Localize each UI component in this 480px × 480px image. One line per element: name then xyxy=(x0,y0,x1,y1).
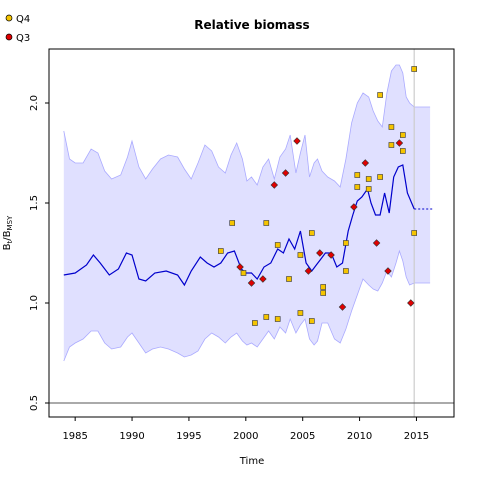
q4-point xyxy=(308,318,315,324)
q4-point xyxy=(365,186,372,192)
q4-point xyxy=(411,66,418,72)
q3-point xyxy=(270,181,279,189)
q4-point xyxy=(343,268,349,274)
q3-point xyxy=(259,275,267,283)
q4-point xyxy=(411,230,418,236)
y-axis-title-msy: MSY xyxy=(6,215,14,230)
q4-point xyxy=(399,132,406,138)
y-axis-title-b: B xyxy=(2,243,13,250)
q3-point xyxy=(395,139,404,147)
q4-point xyxy=(297,252,304,258)
q4-point xyxy=(263,220,270,226)
x-tick-label: 1985 xyxy=(62,431,87,442)
q3-point xyxy=(304,267,313,275)
q3-point xyxy=(293,137,301,145)
q4-point xyxy=(274,316,281,322)
legend-label-q4: Q4 xyxy=(16,14,30,25)
q4-point xyxy=(377,174,383,180)
q4-point xyxy=(218,248,224,254)
plot-frame xyxy=(48,48,455,418)
y-axis-title-slash: /B xyxy=(2,230,13,240)
y-tick-label: 1.5 xyxy=(29,195,40,211)
q3-point xyxy=(327,251,335,259)
q3-point xyxy=(361,159,370,167)
q4-point xyxy=(297,310,304,316)
q4-point xyxy=(274,242,281,248)
legend: Q4 Q3 xyxy=(5,14,30,44)
x-axis: 1985 1990 1995 2000 2005 2010 2015 xyxy=(62,417,429,442)
x-tick-label: 2010 xyxy=(347,431,372,442)
q3-point xyxy=(281,169,290,177)
legend-marker-q4 xyxy=(5,14,13,22)
q4-point xyxy=(354,172,361,178)
x-tick-label: 2015 xyxy=(404,431,429,442)
x-tick-label: 1995 xyxy=(176,431,201,442)
q4-point xyxy=(286,276,292,282)
legend-marker-q3 xyxy=(5,33,13,41)
y-tick-label: 1.0 xyxy=(29,295,40,311)
q4-point xyxy=(320,284,327,290)
median-line xyxy=(63,164,415,287)
y-axis-title-t: t xyxy=(6,240,14,243)
x-tick-label: 2000 xyxy=(233,431,258,442)
legend-label-q3: Q3 xyxy=(16,33,30,44)
q3-point xyxy=(372,239,381,247)
x-tick-label: 1990 xyxy=(119,431,144,442)
q4-point xyxy=(252,320,258,326)
q3-point xyxy=(316,249,324,257)
q4-point xyxy=(229,220,235,226)
y-tick-label: 0.5 xyxy=(29,395,40,411)
lower-band-edge xyxy=(63,249,431,362)
q4-point xyxy=(354,184,361,190)
q3-point xyxy=(350,203,358,211)
plot-area xyxy=(49,49,454,417)
q4-point xyxy=(308,230,315,236)
q3-point xyxy=(338,303,347,311)
q3-point xyxy=(407,299,415,307)
q4-point xyxy=(388,142,395,148)
q3-point xyxy=(384,267,392,275)
q4-point xyxy=(377,92,383,98)
upper-band-edge xyxy=(63,64,431,188)
y-tick-label: 2.0 xyxy=(29,95,40,111)
x-tick-label: 2005 xyxy=(290,431,315,442)
q3-point xyxy=(247,279,256,287)
q4-point xyxy=(388,124,395,130)
x-axis-title: Time xyxy=(239,456,264,467)
q4-point xyxy=(343,240,349,246)
chart-title: Relative biomass xyxy=(194,18,309,32)
y-axis: 0.5 1.0 1.5 2.0 xyxy=(29,95,49,411)
q4-point xyxy=(263,314,270,320)
q4-point xyxy=(240,270,247,276)
q4-point xyxy=(365,176,372,182)
q4-point xyxy=(320,290,327,296)
y-axis-title: Bt/BMSY xyxy=(2,215,14,250)
confidence-band xyxy=(63,65,431,361)
q3-point xyxy=(236,263,244,271)
q4-point xyxy=(399,148,406,154)
